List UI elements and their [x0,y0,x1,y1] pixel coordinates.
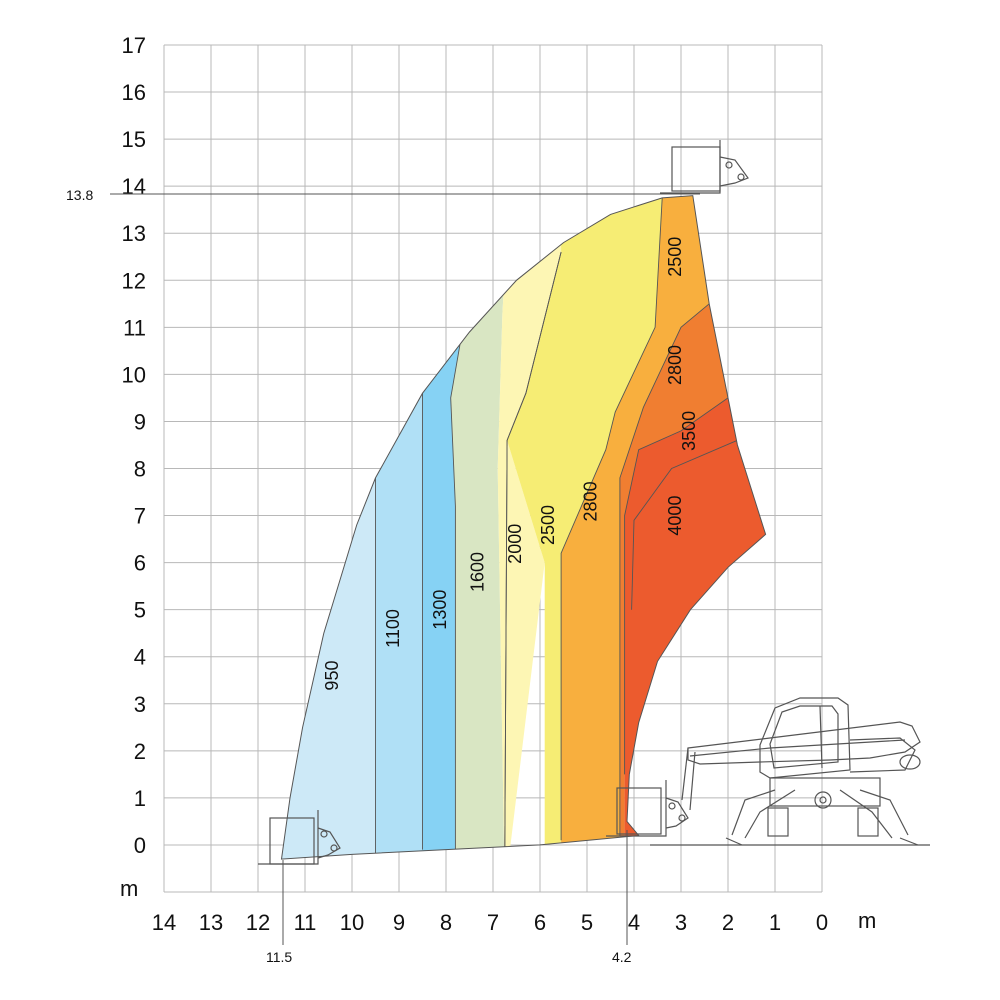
y-tick: 7 [134,504,146,529]
x-tick: 13 [199,910,223,935]
zone-label-2800: 2800 [665,345,685,385]
x-tick: 2 [722,910,734,935]
x-tick: 10 [340,910,364,935]
x-tick: 6 [534,910,546,935]
boundary-b3500_4000 [624,397,729,775]
zone-label-3500: 3500 [679,411,699,451]
max-reach-label: 11.5 [266,949,292,965]
zone-label-2800: 2800 [580,481,600,521]
y-tick: 6 [134,551,146,576]
y-tick: 5 [134,598,146,623]
x-tick: 11 [294,910,317,935]
x-tick: 3 [675,910,687,935]
y-tick: 12 [122,268,146,293]
max-height-label: 13.8 [66,187,93,203]
boundary-b2000_2500 [504,251,562,850]
x-tick: 8 [440,910,452,935]
zone-2500 [507,195,663,860]
zone-2800 [561,195,728,860]
inner-reach-label: 4.2 [612,949,632,965]
envelope-outline [280,195,767,860]
y-tick: 15 [122,127,146,152]
zone-label-1600: 1600 [468,552,488,592]
y-tick: 8 [134,457,146,482]
telehandler-icon [650,697,930,846]
y-tick: 9 [134,409,146,434]
y-tick: 13 [122,221,146,246]
x-tick: 12 [246,910,270,935]
y-tick: 10 [122,362,146,387]
y-tick: 11 [123,315,146,340]
y-tick: 17 [122,33,146,58]
zone-label-2500: 2500 [665,237,685,277]
zone-label-1300: 1300 [430,590,450,630]
zone-1600 [450,233,508,860]
x-tick: 7 [487,910,499,935]
forks-far-icon [258,810,341,865]
y-tick: 3 [134,692,146,717]
zone-label-950: 950 [322,661,342,691]
zone-labels: 950 1100 1300 1600 2000 2500 2800 3500 4000 2800 2… [322,237,699,691]
x-tick: 4 [628,910,640,935]
x-tick: 14 [152,910,176,935]
forks-top-icon [660,140,749,194]
zone-label-1100: 1100 [383,609,403,648]
y-tick: 14 [122,174,146,199]
zone-2000 [497,209,562,860]
boundary-b4000_inner [631,439,738,610]
zone-label-2000: 2000 [505,524,525,564]
x-tick: 0 [816,910,828,935]
boundary-b2800_3500 [619,303,710,836]
boundary-b2500_2800 [560,197,663,841]
y-tick: 0 [134,833,146,858]
y-tick: 16 [122,80,146,105]
zone-label-4000: 4000 [665,496,685,536]
zone-1300 [422,289,470,860]
x-tick-labels: 14 13 12 11 10 9 8 7 6 5 4 3 2 1 0 [152,910,828,935]
zone-label-2500: 2500 [538,505,558,545]
y-tick: 4 [134,645,146,670]
zone-1100 [375,346,423,860]
y-axis-unit: m [120,876,138,901]
x-tick: 9 [393,910,405,935]
y-tick: 2 [134,739,146,764]
forks-near-icon [606,780,689,837]
y-tick: 1 [134,786,146,811]
x-axis-unit: m [858,908,876,933]
x-tick: 5 [581,910,593,935]
x-tick: 1 [769,910,781,935]
